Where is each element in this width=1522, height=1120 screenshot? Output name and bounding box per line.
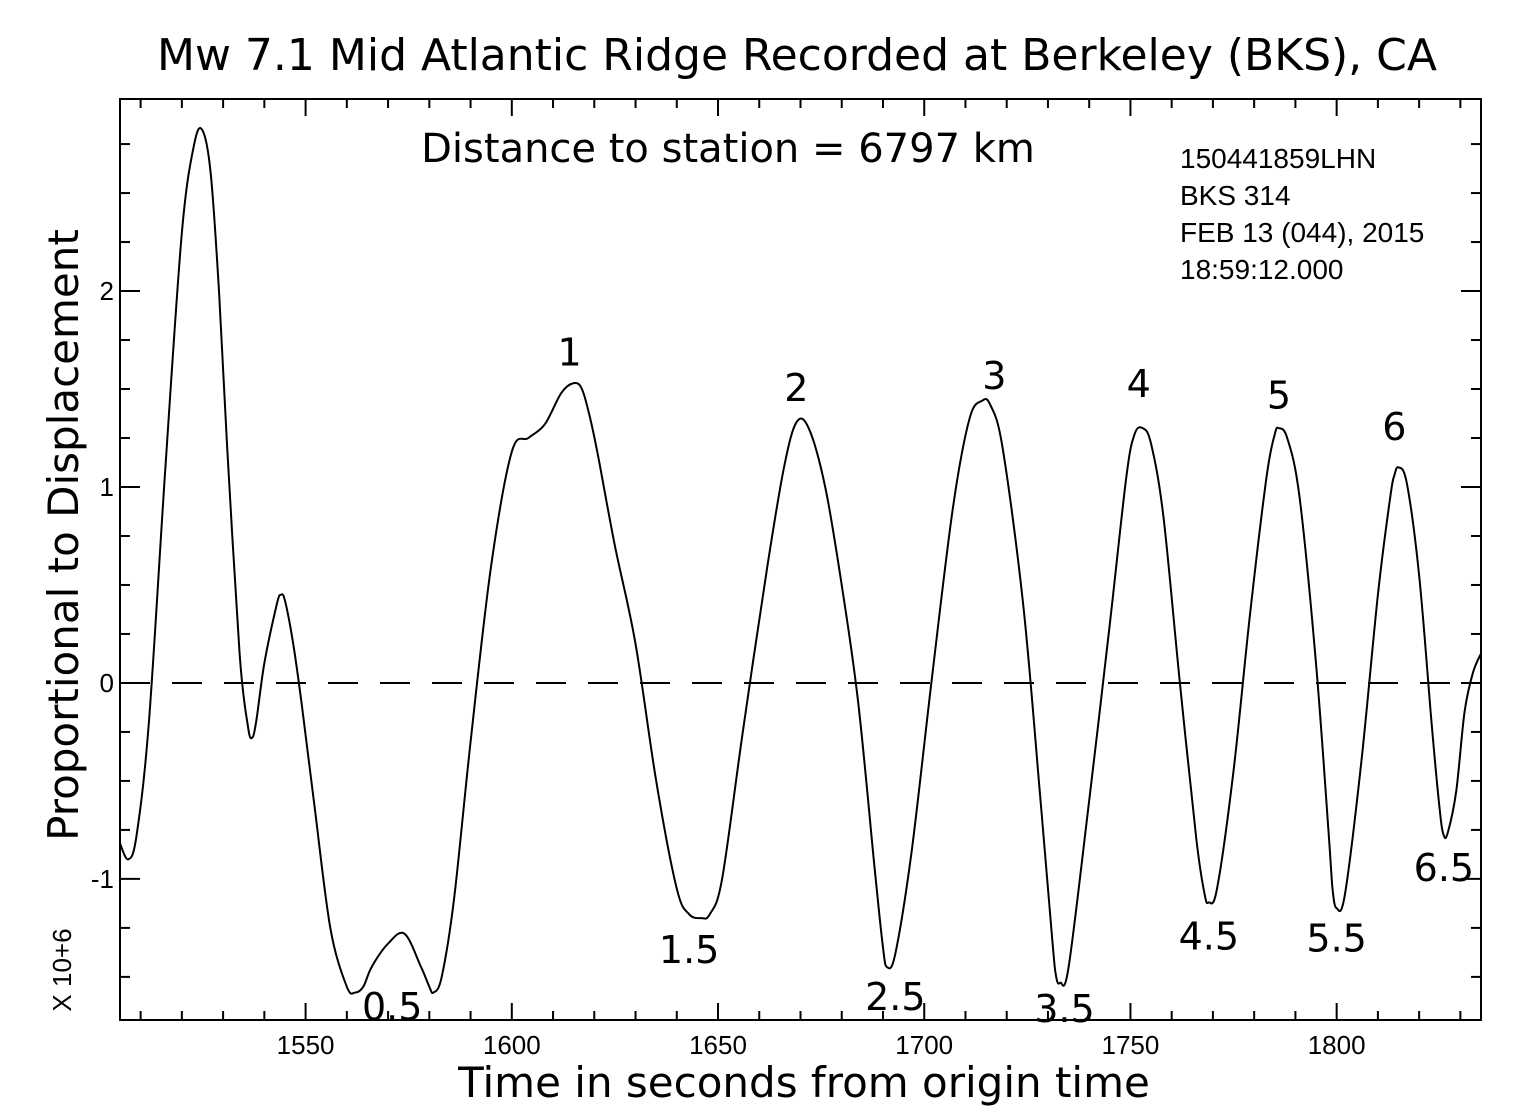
x-tick-label: 1650 [689,1030,747,1060]
plot-frame [119,98,1482,1021]
y-tick-label: 2 [100,276,114,306]
y-scale-factor: X 10+6 [47,928,77,1011]
trace-info-line: BKS 314 [1180,180,1291,211]
cycle-annotation: 5.5 [1306,916,1366,960]
displacement-trace [119,127,1482,995]
cycle-annotation: 3.5 [1034,987,1094,1031]
cycle-annotations: 1 2 3 4 5 6 0.5 1.5 2.5 3.5 4.5 5.5 6.5 [362,331,1474,1031]
chart-title: Mw 7.1 Mid Atlantic Ridge Recorded at Be… [157,30,1437,81]
x-tick-label: 1550 [277,1030,335,1060]
cycle-annotation: 6 [1382,405,1406,449]
y-axis-label: Proportional to Displacement [39,229,88,841]
cycle-annotation: 3 [982,354,1006,398]
axis-ticks [120,99,1481,1020]
x-tick-label: 1600 [483,1030,541,1060]
cycle-annotation: 2.5 [865,975,925,1019]
distance-label: Distance to station = 6797 km [421,126,1035,172]
cycle-annotation: 1 [557,331,581,375]
trace-info-block: 150441859LHN BKS 314 FEB 13 (044), 2015 18:… [1180,143,1424,285]
cycle-annotation: 0.5 [362,985,422,1029]
y-tick-label: -1 [91,864,114,894]
y-tick-label: 1 [100,472,114,502]
cycle-annotation: 6.5 [1414,846,1474,890]
x-tick-label: 1750 [1102,1030,1160,1060]
cycle-annotation: 5 [1267,374,1291,418]
cycle-annotation: 1.5 [659,928,719,972]
x-tick-label: 1800 [1308,1030,1366,1060]
trace-info-line: 18:59:12.000 [1180,254,1344,285]
cycle-annotation: 2 [784,366,808,410]
cycle-annotation: 4 [1127,362,1151,406]
trace-info-line: 150441859LHN [1180,143,1376,174]
trace-info-line: FEB 13 (044), 2015 [1180,217,1424,248]
x-axis-label: Time in seconds from origin time [457,1058,1150,1107]
axis-tick-labels: 1550 1600 1650 1700 1750 1800 -1 0 1 2 [91,276,1366,1060]
cycle-annotation: 4.5 [1179,914,1239,958]
y-tick-label: 0 [100,668,114,698]
x-tick-label: 1700 [895,1030,953,1060]
